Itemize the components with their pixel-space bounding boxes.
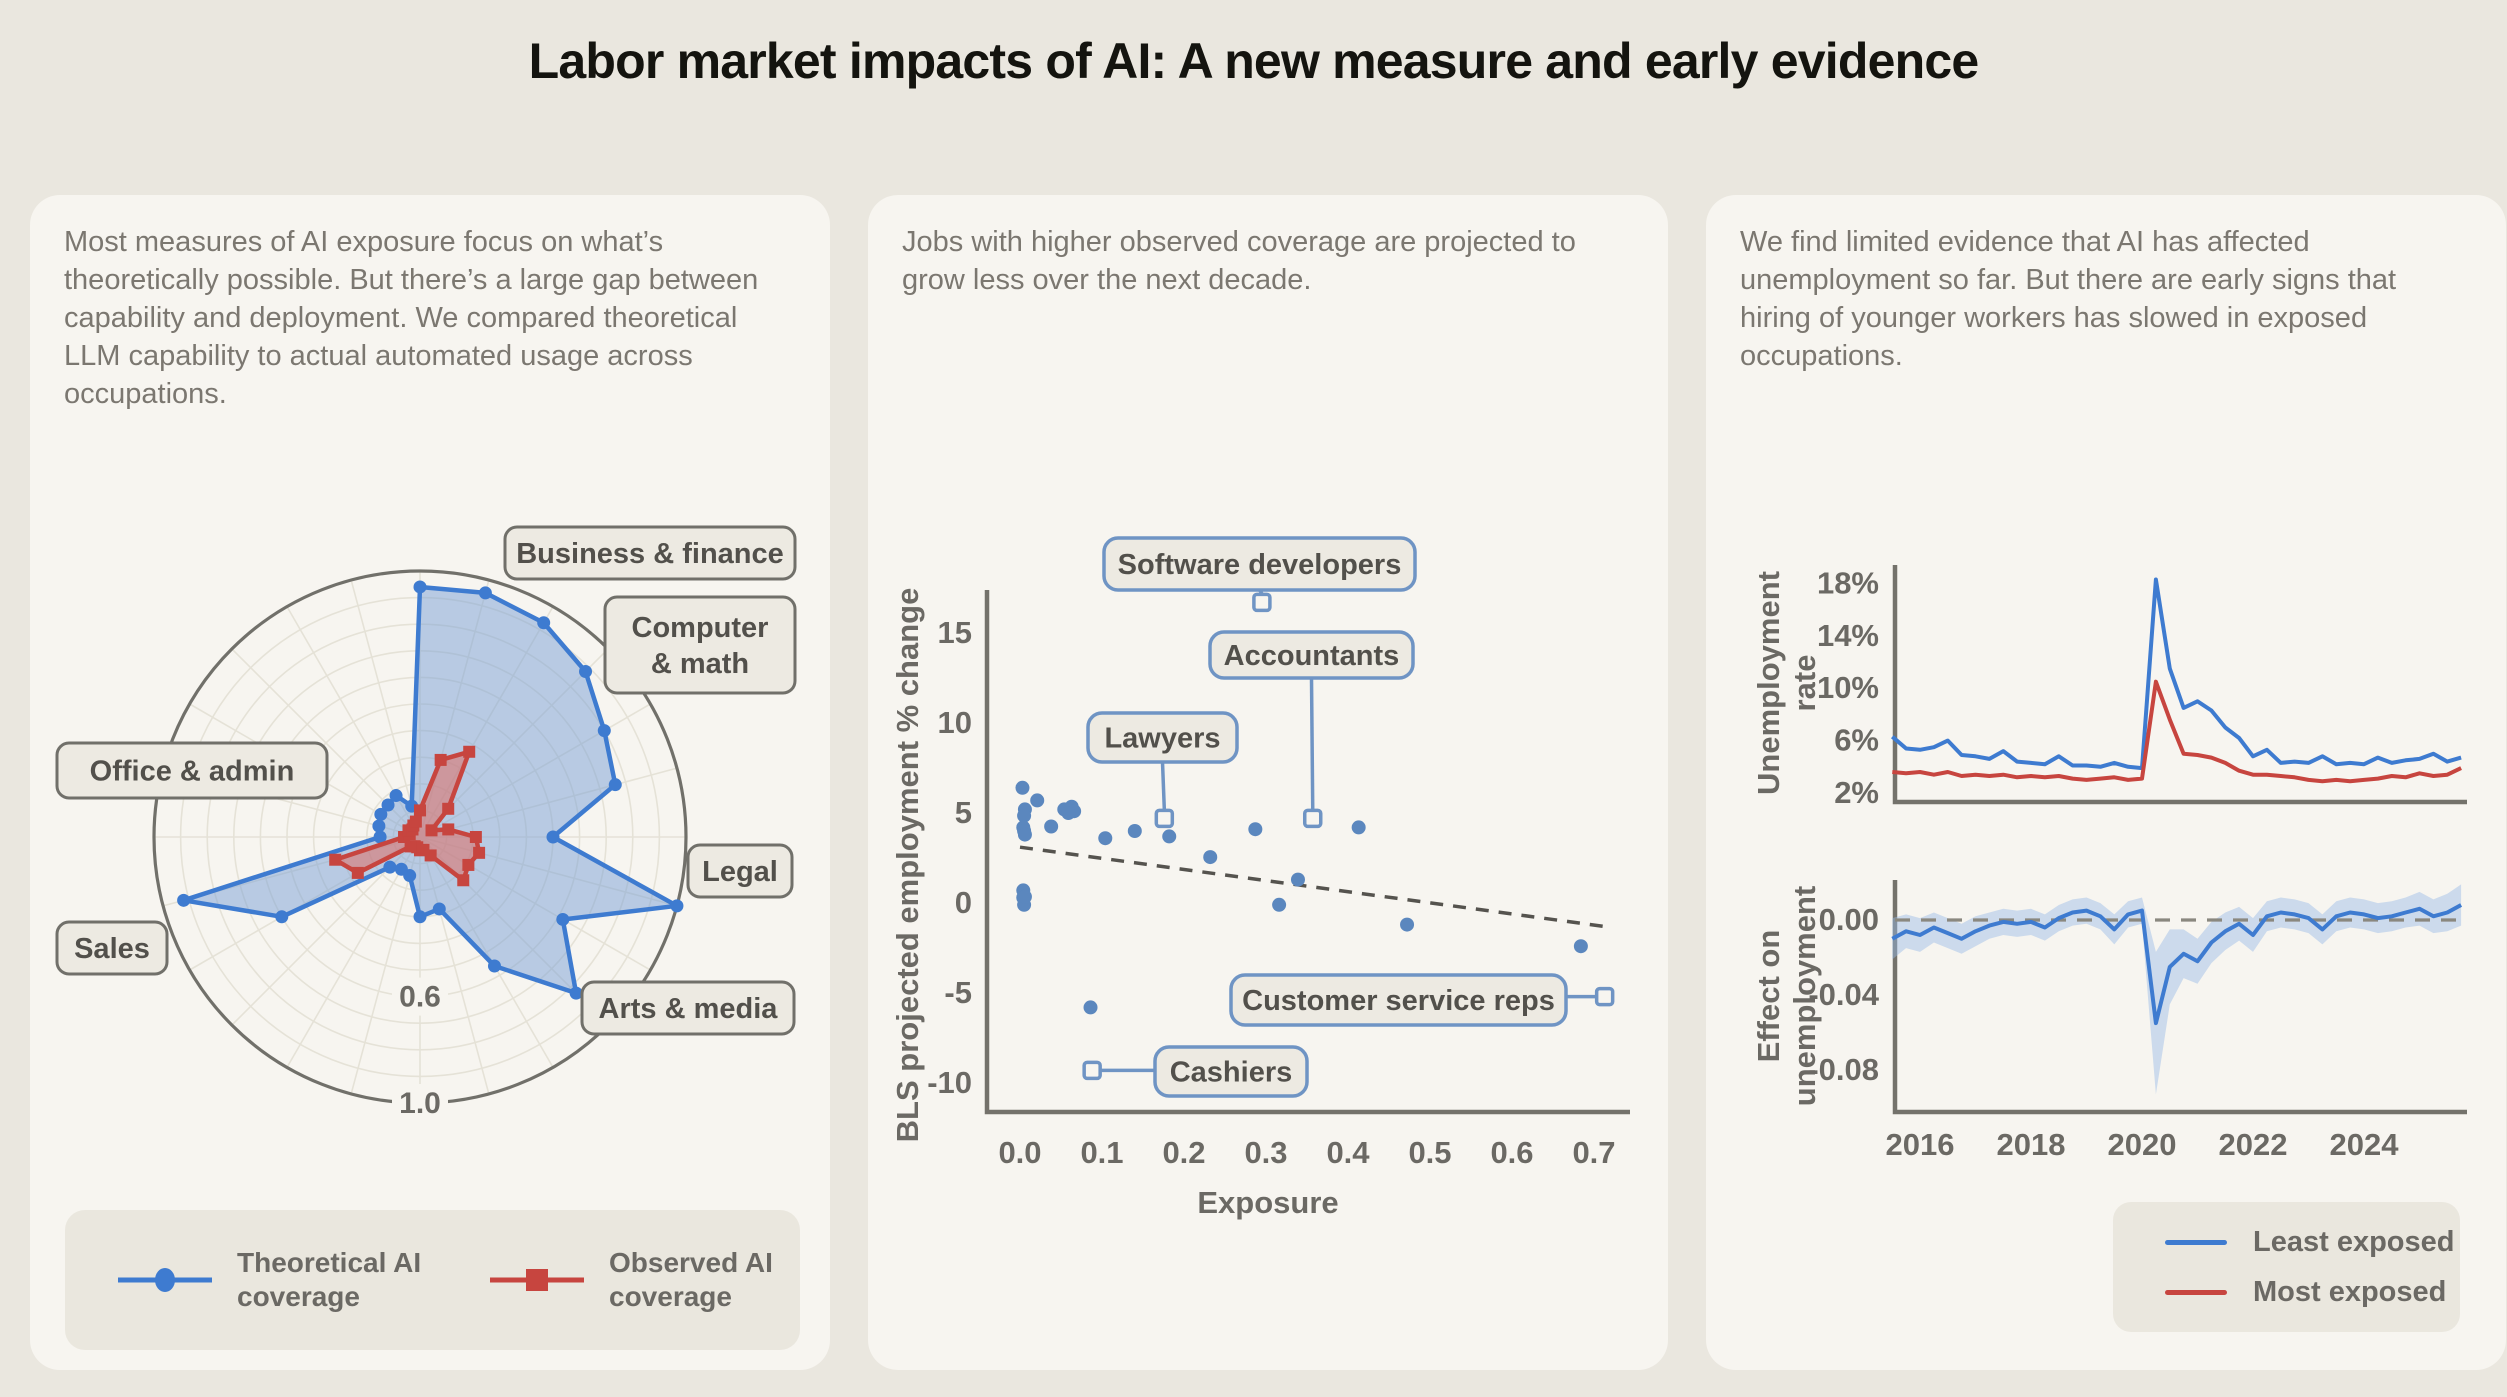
scatter-annotation: Cashiers <box>1082 1045 1309 1098</box>
radar-category-label: Office & admin <box>55 741 329 800</box>
legend-item-observed: Observed AI coverage <box>487 1246 809 1314</box>
svg-text:-5: -5 <box>944 975 972 1010</box>
svg-text:2%: 2% <box>1834 775 1879 810</box>
observed-coverage-marker-icon <box>490 1269 584 1291</box>
svg-text:-0.08: -0.08 <box>1808 1052 1879 1087</box>
svg-text:15: 15 <box>938 615 972 650</box>
unemployment-charts: 18% 14% 10% 6% 2% Unemployment rate 0.00 -0.04 -0… <box>1706 525 2506 1185</box>
svg-text:2016: 2016 <box>1886 1127 1955 1162</box>
panel-radar-text: Most measures of AI exposure focus on wh… <box>64 226 759 410</box>
theoretical-coverage-marker-icon <box>118 1268 212 1292</box>
svg-text:0.2: 0.2 <box>1162 1135 1205 1170</box>
svg-text:0: 0 <box>955 885 972 920</box>
svg-text:Computer: Computer <box>632 612 769 644</box>
scatter-chart: 15 10 5 0 -5 -10 0.0 0.1 0.2 0.3 0.4 0.5 0.6 0.7 Expos… <box>868 495 1668 1255</box>
least-exposed-swatch-icon <box>2165 1239 2227 1245</box>
radar-chart: 0.6 1.0 Business & finance Computer & math Le… <box>30 485 830 1165</box>
svg-text:-10: -10 <box>927 1065 972 1100</box>
svg-text:0.6: 0.6 <box>1490 1135 1533 1170</box>
svg-text:0.00: 0.00 <box>1819 902 1879 937</box>
svg-text:BLS projected employment % cha: BLS projected employment % change <box>890 588 925 1143</box>
svg-text:10: 10 <box>938 705 972 740</box>
svg-text:Exposure: Exposure <box>1197 1185 1338 1220</box>
svg-text:rate: rate <box>1787 655 1822 712</box>
svg-text:Business & finance: Business & finance <box>516 538 784 570</box>
svg-text:Sales: Sales <box>74 933 150 965</box>
svg-text:Office & admin: Office & admin <box>90 756 295 788</box>
svg-text:1.0: 1.0 <box>399 1087 441 1120</box>
svg-text:Arts & media: Arts & media <box>599 993 779 1025</box>
panel-lines-text: We find limited evidence that AI has aff… <box>1740 226 2397 372</box>
legend-label-theoretical: Theoretical AI coverage <box>237 1247 422 1312</box>
panel-lines: We find limited evidence that AI has aff… <box>1706 195 2506 1370</box>
radar-category-label: Arts & media <box>580 980 796 1036</box>
svg-text:Unemployment: Unemployment <box>1751 571 1786 795</box>
svg-text:0.1: 0.1 <box>1080 1135 1123 1170</box>
svg-text:unemployment: unemployment <box>1787 886 1822 1106</box>
legend-label-least-exposed: Least exposed <box>2253 1226 2455 1258</box>
scatter-annotation: Lawyers <box>1086 711 1239 829</box>
scatter-annotation: Software developers <box>1102 536 1417 613</box>
most-exposed-swatch-icon <box>2165 1289 2227 1295</box>
radar-category-label: Sales <box>55 920 169 976</box>
svg-text:Software developers: Software developers <box>1118 549 1402 581</box>
legend-item-theoretical: Theoretical AI coverage <box>115 1246 437 1314</box>
svg-text:0.4: 0.4 <box>1326 1135 1370 1170</box>
svg-text:Lawyers: Lawyers <box>1104 723 1220 755</box>
svg-text:10%: 10% <box>1817 670 1879 705</box>
ylabel-unemployment-rate: Unemployment rate <box>1751 571 1822 795</box>
svg-text:0.7: 0.7 <box>1572 1135 1615 1170</box>
svg-text:Legal: Legal <box>702 856 778 888</box>
svg-text:2020: 2020 <box>2108 1127 2177 1162</box>
radar-legend: Theoretical AI coverage Observed AI cove… <box>65 1210 800 1350</box>
panel-radar: Most measures of AI exposure focus on wh… <box>30 195 830 1370</box>
panel-scatter-text: Jobs with higher observed coverage are p… <box>902 226 1576 296</box>
svg-text:5: 5 <box>955 795 972 830</box>
scatter-annotation: Customer service reps <box>1229 973 1615 1027</box>
svg-text:14%: 14% <box>1817 618 1879 653</box>
svg-text:2022: 2022 <box>2219 1127 2288 1162</box>
svg-text:0.6: 0.6 <box>399 981 441 1014</box>
radar-series-red <box>329 745 486 887</box>
panel-scatter: Jobs with higher observed coverage are p… <box>868 195 1668 1370</box>
svg-text:0.0: 0.0 <box>998 1135 1041 1170</box>
svg-text:18%: 18% <box>1817 565 1879 600</box>
scatter-points <box>1015 780 1588 1015</box>
scatter-annotation: Accountants <box>1208 630 1415 829</box>
legend-label-most-exposed: Most exposed <box>2253 1276 2447 1308</box>
svg-text:0.3: 0.3 <box>1244 1135 1287 1170</box>
radar-category-label: Business & finance <box>503 525 797 581</box>
svg-text:Customer service reps: Customer service reps <box>1242 985 1555 1017</box>
svg-text:2018: 2018 <box>1997 1127 2066 1162</box>
svg-text:& math: & math <box>651 648 749 680</box>
svg-text:6%: 6% <box>1834 723 1879 758</box>
svg-text:Cashiers: Cashiers <box>1170 1057 1293 1089</box>
ylabel-effect-on-unemployment: Effect on unemployment <box>1751 886 1822 1106</box>
svg-text:2024: 2024 <box>2330 1127 2400 1162</box>
svg-text:0.5: 0.5 <box>1408 1135 1451 1170</box>
radar-category-label: Legal <box>686 843 794 899</box>
legend-item-most-exposed: Most exposed <box>2165 1275 2460 1309</box>
svg-text:Effect on: Effect on <box>1751 930 1786 1063</box>
legend-label-observed: Observed AI coverage <box>609 1247 773 1312</box>
svg-text:-0.04: -0.04 <box>1808 977 1879 1012</box>
svg-text:Accountants: Accountants <box>1224 640 1400 672</box>
legend-item-least-exposed: Least exposed <box>2165 1225 2460 1259</box>
radar-category-label: Computer & math <box>603 595 797 695</box>
page-title: Labor market impacts of AI: A new measur… <box>528 33 1980 89</box>
lines-legend: Least exposed Most exposed <box>2113 1202 2460 1332</box>
